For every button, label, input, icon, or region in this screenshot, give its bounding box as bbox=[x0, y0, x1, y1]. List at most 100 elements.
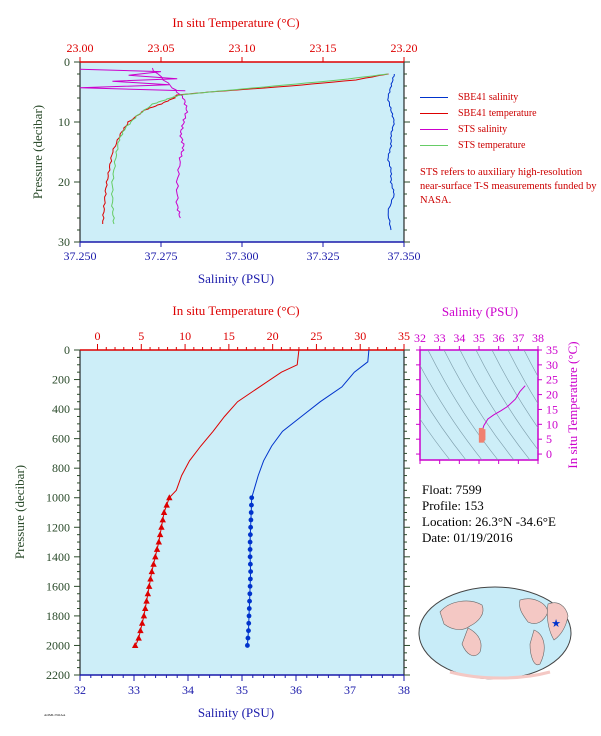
main-sal-marker bbox=[247, 532, 253, 538]
legend-swatch bbox=[420, 97, 448, 99]
main-sal-marker bbox=[247, 561, 253, 567]
top-sal-tick-label: 37.350 bbox=[388, 249, 421, 263]
top-series-line-sbe41-salinity bbox=[387, 73, 395, 231]
main-temp-marker bbox=[166, 494, 173, 501]
ts-density-contour bbox=[491, 350, 538, 429]
main-sal-marker bbox=[245, 643, 250, 648]
main-temp-marker bbox=[140, 612, 148, 619]
main-temp-marker bbox=[137, 627, 144, 634]
info-location-label: Location: bbox=[422, 514, 472, 529]
top-temp-tick-label: 23.20 bbox=[391, 41, 418, 55]
ts-density-contour bbox=[459, 350, 531, 460]
legend-swatch bbox=[420, 145, 448, 147]
main-sal-marker bbox=[247, 547, 253, 552]
main-sal-marker bbox=[246, 620, 252, 626]
main-temp-marker bbox=[156, 531, 164, 538]
main-temp-marker bbox=[160, 509, 168, 515]
info-profile-label: Profile: bbox=[422, 498, 461, 513]
ts-temp-tick-label: 15 bbox=[546, 402, 558, 416]
ts-temp-tick-label: 25 bbox=[546, 373, 558, 387]
map-land-south-america bbox=[529, 629, 545, 666]
top-sal-tick-label: 37.275 bbox=[145, 249, 178, 263]
map-ocean bbox=[418, 586, 572, 680]
main-sal-axis-title: Salinity (PSU) bbox=[198, 705, 274, 720]
top-sal-axis-title: Salinity (PSU) bbox=[198, 271, 274, 286]
ts-sal-axis-title: Salinity (PSU) bbox=[442, 304, 518, 319]
ts-density-contour bbox=[507, 350, 538, 405]
main-temp-marker bbox=[145, 582, 153, 589]
main-temp-tick-label: 15 bbox=[223, 329, 235, 343]
main-temp-marker bbox=[142, 605, 149, 612]
main-sal-tick-label: 38 bbox=[398, 683, 410, 697]
ts-density-contour bbox=[420, 364, 483, 460]
ts-temp-tick-label: 0 bbox=[546, 447, 552, 461]
main-sal-tick-label: 34 bbox=[182, 683, 194, 697]
main-ticks: 0 5 10 15 20 25 30 35 32 33 34 35 36 37 38 0 200 400 600 80… bbox=[46, 329, 410, 697]
footer-small-print: AOML/NOAA bbox=[44, 713, 66, 717]
main-pressure-tick-label: 200 bbox=[52, 373, 70, 387]
top-temp-axis-title: In situ Temperature (°C) bbox=[172, 15, 299, 30]
info-location: Location: 26.3°N -34.6°E bbox=[422, 514, 556, 530]
main-sal-marker bbox=[248, 510, 254, 515]
main-temp-tick-label: 0 bbox=[95, 329, 101, 343]
ts-temp-tick-label: 10 bbox=[546, 417, 558, 431]
top-plot-area bbox=[79, 61, 405, 243]
top-pressure-tick-label: 30 bbox=[58, 235, 70, 249]
top-series-line-sts-temperature bbox=[110, 73, 388, 225]
ts-sal-tick-label: 36 bbox=[493, 331, 505, 345]
main-sal-tick-label: 36 bbox=[290, 683, 302, 697]
main-sal-tick-label: 32 bbox=[74, 683, 86, 697]
main-temp-marker bbox=[148, 568, 156, 575]
main-sal-marker bbox=[248, 517, 254, 523]
main-pressure-tick-label: 1400 bbox=[46, 550, 70, 564]
main-temp-marker bbox=[153, 545, 161, 552]
ts-series bbox=[478, 385, 526, 443]
info-float: Float: 7599 bbox=[422, 482, 482, 498]
legend-item-sts-salinity: STS salinity bbox=[420, 124, 507, 135]
top-pressure-tick-label: 0 bbox=[64, 55, 70, 69]
main-pressure-tick-label: 600 bbox=[52, 432, 70, 446]
main-pressure-tick-label: 1600 bbox=[46, 579, 70, 593]
main-temp-marker bbox=[131, 641, 139, 648]
ts-temp-tick-label: 30 bbox=[546, 358, 558, 372]
main-pressure-tick-label: 800 bbox=[52, 461, 70, 475]
main-pressure-tick-label: 2000 bbox=[46, 638, 70, 652]
ts-temp-tick-label: 35 bbox=[546, 343, 558, 357]
world-map-icon: ★ bbox=[418, 586, 572, 680]
main-temp-marker bbox=[135, 634, 142, 641]
top-series bbox=[79, 67, 395, 231]
ts-sal-tick-label: 34 bbox=[453, 331, 465, 345]
info-float-label: Float: bbox=[422, 482, 453, 497]
ts-sal-tick-label: 33 bbox=[434, 331, 446, 345]
main-temp-marker bbox=[152, 553, 159, 560]
top-sal-tick-label: 37.300 bbox=[226, 249, 259, 263]
main-temp-axis-title: In situ Temperature (°C) bbox=[172, 303, 299, 318]
ts-temp-tick-label: 5 bbox=[546, 432, 552, 446]
map-land-asia bbox=[439, 600, 484, 630]
main-temp-tick-label: 10 bbox=[179, 329, 191, 343]
top-temp-tick-label: 23.05 bbox=[148, 41, 175, 55]
main-pressure-tick-label: 1800 bbox=[46, 609, 70, 623]
main-temp-tick-label: 20 bbox=[267, 329, 279, 343]
main-plot-area bbox=[79, 349, 405, 676]
map-land-north-america bbox=[519, 598, 549, 624]
main-sal-tick-label: 35 bbox=[236, 683, 248, 697]
info-date-label: Date: bbox=[422, 530, 451, 545]
ts-sal-tick-label: 35 bbox=[473, 331, 485, 345]
main-pressure-tick-label: 0 bbox=[64, 343, 70, 357]
top-temp-tick-label: 23.10 bbox=[229, 41, 256, 55]
top-series-line-sts-salinity bbox=[151, 67, 189, 219]
info-profile-value: 153 bbox=[464, 498, 484, 513]
main-sal-tick-label: 37 bbox=[344, 683, 356, 697]
ts-deep-point bbox=[478, 427, 484, 432]
info-location-value: 26.3°N -34.6°E bbox=[475, 514, 556, 529]
ts-temp-tick-label: 20 bbox=[546, 388, 558, 402]
top-temp-tick-label: 23.00 bbox=[67, 41, 94, 55]
ts-density-contour bbox=[443, 350, 515, 460]
main-temp-tick-label: 30 bbox=[354, 329, 366, 343]
main-sal-marker bbox=[247, 598, 252, 604]
ts-sal-tick-label: 32 bbox=[414, 331, 426, 345]
main-temp-marker bbox=[155, 538, 163, 545]
